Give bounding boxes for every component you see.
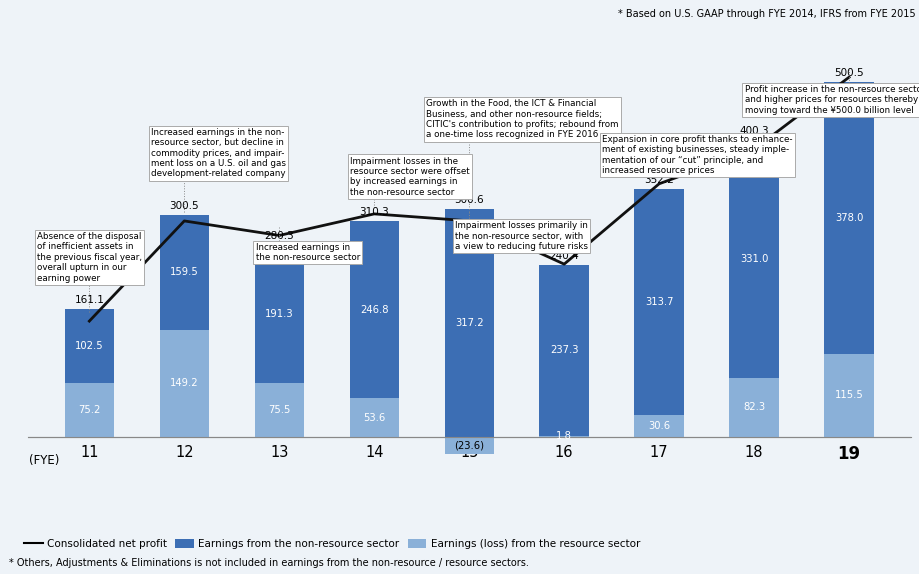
Bar	[255, 383, 303, 437]
Text: 331.0: 331.0	[739, 254, 767, 264]
Bar	[634, 415, 683, 437]
Bar	[539, 265, 588, 436]
Text: 378.0: 378.0	[834, 213, 862, 223]
Text: * Others, Adjustments & Eliminations is not included in earnings from the non-re: * Others, Adjustments & Eliminations is …	[9, 559, 528, 568]
Bar	[823, 82, 873, 354]
Text: 115.5: 115.5	[834, 390, 863, 401]
Text: 159.5: 159.5	[170, 267, 199, 277]
Bar	[823, 354, 873, 437]
Bar	[444, 437, 494, 454]
Bar	[64, 383, 114, 437]
Text: Impairment losses in the
resource sector were offset
by increased earnings in
th: Impairment losses in the resource sector…	[350, 157, 470, 197]
Text: 310.3: 310.3	[359, 207, 389, 217]
Text: 161.1: 161.1	[74, 295, 104, 305]
Text: 500.5: 500.5	[834, 68, 863, 78]
Text: 191.3: 191.3	[265, 309, 293, 319]
Text: Absence of the disposal
of inefficient assets in
the previous fiscal year,
overa: Absence of the disposal of inefficient a…	[37, 232, 142, 282]
Text: * Based on U.S. GAAP through FYE 2014, IFRS from FYE 2015: * Based on U.S. GAAP through FYE 2014, I…	[617, 9, 914, 18]
Text: (FYE): (FYE)	[29, 454, 60, 467]
Text: 30.6: 30.6	[647, 421, 669, 431]
Text: Increased earnings in
the non-resource sector: Increased earnings in the non-resource s…	[255, 243, 359, 262]
Text: 280.3: 280.3	[264, 231, 294, 241]
Text: 53.6: 53.6	[363, 413, 385, 422]
Text: 300.5: 300.5	[169, 201, 199, 211]
Text: 300.6: 300.6	[454, 195, 483, 204]
Text: 82.3: 82.3	[743, 402, 765, 412]
Text: 313.7: 313.7	[644, 297, 673, 307]
Bar	[159, 215, 209, 329]
Bar	[539, 436, 588, 437]
Text: 75.5: 75.5	[267, 405, 290, 415]
Text: 240.4: 240.4	[549, 251, 578, 261]
Text: Expansion in core profit thanks to enhance-
ment of existing businesses, steady : Expansion in core profit thanks to enhan…	[602, 135, 792, 175]
Bar	[729, 378, 778, 437]
Text: 149.2: 149.2	[170, 378, 199, 388]
Bar	[255, 245, 303, 383]
Bar	[729, 140, 778, 378]
Text: Growth in the Food, the ICT & Financial
Business, and other non-resource fields;: Growth in the Food, the ICT & Financial …	[426, 99, 618, 139]
Text: 352.2: 352.2	[643, 175, 674, 185]
Text: (23.6): (23.6)	[454, 440, 483, 451]
Bar	[349, 398, 399, 437]
Bar	[159, 329, 209, 437]
Text: 237.3: 237.3	[550, 346, 578, 355]
Bar	[64, 309, 114, 383]
Bar	[349, 221, 399, 398]
Text: Increased earnings in the non-
resource sector, but decline in
commodity prices,: Increased earnings in the non- resource …	[151, 128, 286, 179]
Bar	[634, 189, 683, 415]
Text: 317.2: 317.2	[454, 318, 483, 328]
Text: 1.8: 1.8	[556, 431, 572, 441]
Text: 75.2: 75.2	[78, 405, 100, 415]
Text: 102.5: 102.5	[75, 341, 104, 351]
Text: Impairment losses primarily in
the non-resource sector, with
a view to reducing : Impairment losses primarily in the non-r…	[455, 222, 587, 251]
Text: 400.3: 400.3	[739, 126, 768, 135]
Legend: Consolidated net profit, Earnings from the non-resource sector, Earnings (loss) : Consolidated net profit, Earnings from t…	[24, 539, 640, 549]
Bar	[444, 209, 494, 437]
Text: Profit increase in the non-resource sector,
and higher prices for resources ther: Profit increase in the non-resource sect…	[743, 85, 919, 115]
Text: 246.8: 246.8	[359, 305, 388, 315]
